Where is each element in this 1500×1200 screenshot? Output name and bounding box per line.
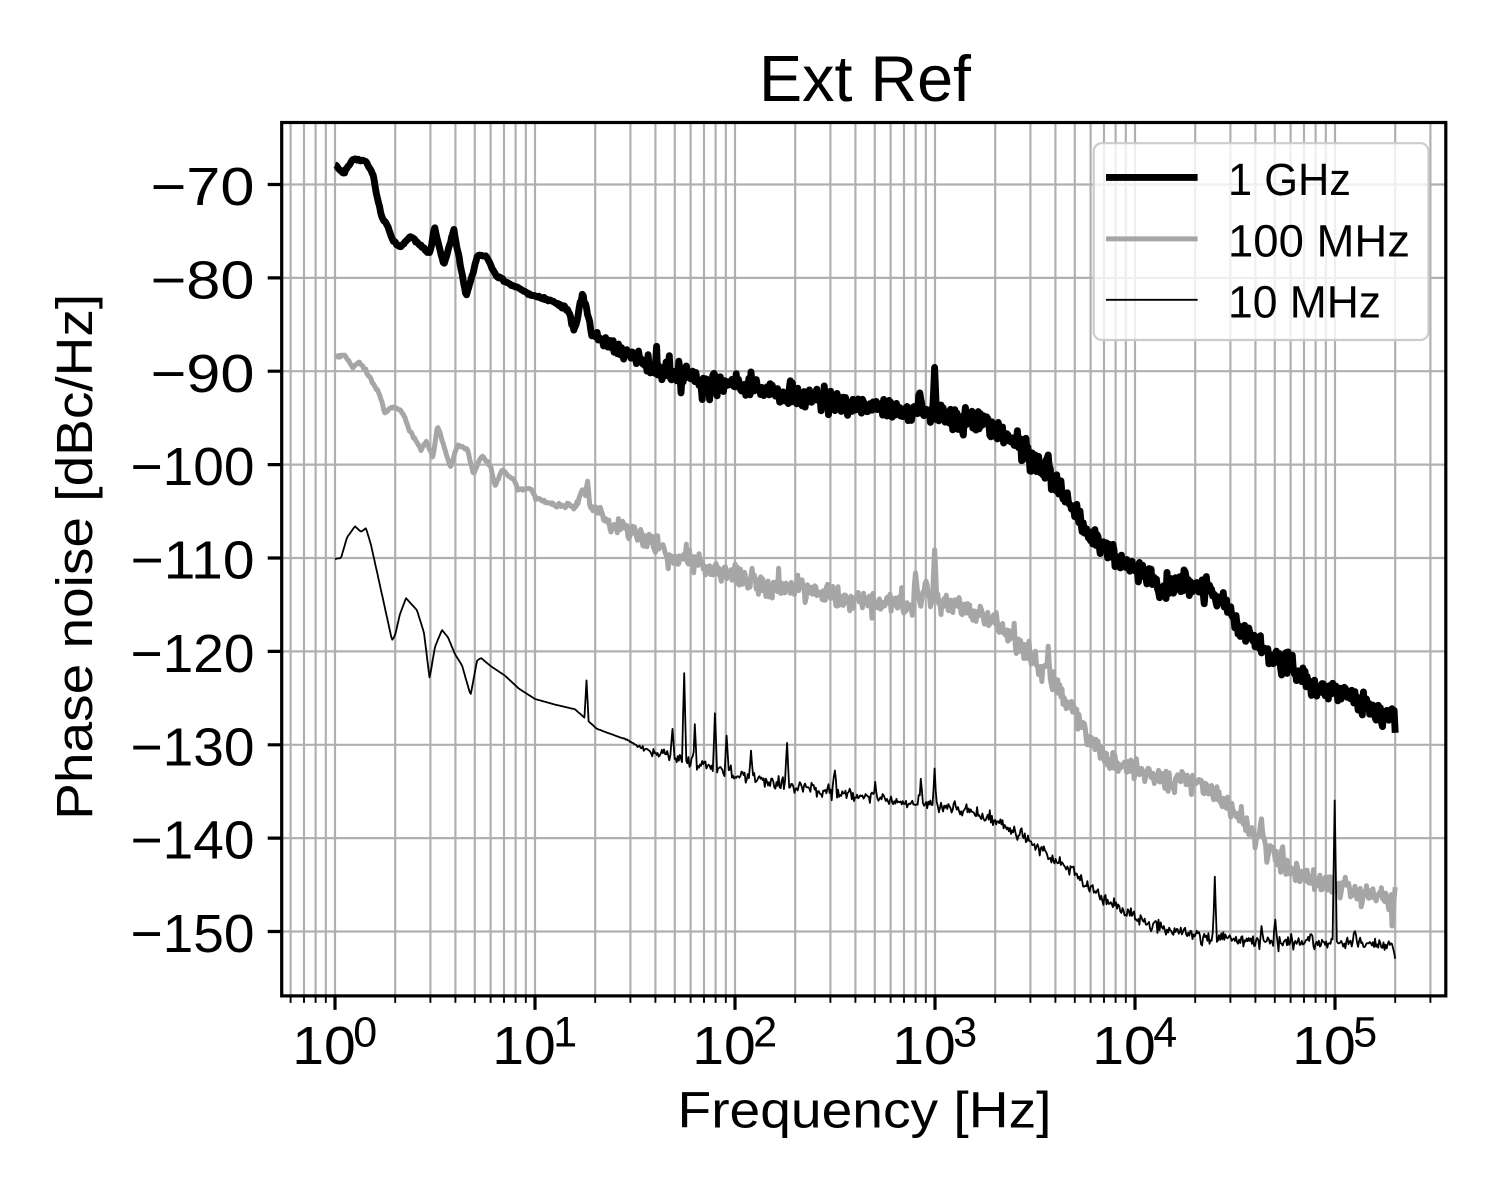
svg-text:−130: −130 xyxy=(131,717,255,777)
svg-text:10: 10 xyxy=(492,1016,556,1076)
svg-text:Ext Ref: Ext Ref xyxy=(759,43,972,115)
svg-text:−80: −80 xyxy=(151,251,255,311)
svg-text:−70: −70 xyxy=(151,157,255,217)
svg-text:5: 5 xyxy=(1353,1009,1377,1057)
svg-text:−120: −120 xyxy=(131,624,255,684)
svg-text:10: 10 xyxy=(292,1016,356,1076)
svg-text:3: 3 xyxy=(953,1009,977,1057)
svg-text:Phase noise [dBc/Hz]: Phase noise [dBc/Hz] xyxy=(46,294,103,820)
svg-text:2: 2 xyxy=(753,1009,777,1057)
svg-text:10: 10 xyxy=(1092,1016,1156,1076)
svg-text:1: 1 xyxy=(553,1009,577,1057)
svg-text:0: 0 xyxy=(353,1009,377,1057)
svg-text:100 MHz: 100 MHz xyxy=(1228,215,1410,266)
svg-text:−90: −90 xyxy=(151,344,255,404)
svg-text:10 MHz: 10 MHz xyxy=(1228,276,1381,327)
svg-text:10: 10 xyxy=(892,1016,956,1076)
svg-text:−150: −150 xyxy=(131,904,255,964)
svg-text:1 GHz: 1 GHz xyxy=(1228,154,1351,205)
svg-text:10: 10 xyxy=(692,1016,756,1076)
svg-text:Frequency [Hz]: Frequency [Hz] xyxy=(678,1082,1052,1139)
svg-text:4: 4 xyxy=(1153,1009,1177,1057)
svg-text:−140: −140 xyxy=(131,811,255,871)
svg-text:−100: −100 xyxy=(131,437,255,497)
svg-text:−110: −110 xyxy=(131,531,255,591)
svg-text:10: 10 xyxy=(1292,1016,1356,1076)
